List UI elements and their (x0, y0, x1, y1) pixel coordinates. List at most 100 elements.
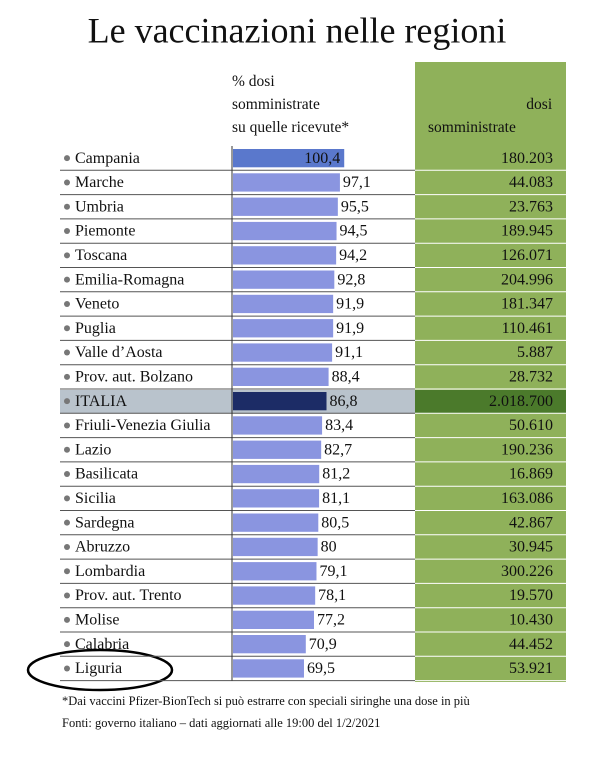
table-cell (415, 219, 566, 244)
table-cell (415, 292, 566, 317)
value-label: 77,2 (317, 612, 345, 629)
bullet (64, 641, 70, 648)
table-cell (415, 268, 566, 292)
bar (233, 294, 334, 314)
table-value: 300.226 (501, 563, 553, 580)
table-value: 181.347 (501, 296, 553, 313)
bullet (64, 398, 70, 405)
table-value: 180.203 (501, 150, 553, 167)
bar (233, 221, 337, 241)
value-title: % dosi somministrate su quelle ricevute* (232, 73, 349, 136)
bar (233, 464, 320, 484)
table-cell (415, 244, 566, 268)
bullet (64, 155, 70, 162)
table-cell (415, 511, 566, 535)
table-cell (415, 414, 566, 438)
bar (233, 659, 304, 678)
category-label: Valle d’Aosta (75, 344, 163, 361)
table-title: dosi somministrate (428, 96, 556, 136)
table-value: 126.071 (501, 247, 553, 264)
footnote: *Dai vaccini Pfizer-BionTech si può estr… (62, 694, 471, 708)
table-value: 19.570 (509, 587, 553, 604)
bar (233, 562, 317, 581)
table-cell (415, 487, 566, 511)
bar (233, 489, 320, 508)
table-value: 16.869 (509, 466, 553, 483)
bullet (64, 568, 70, 575)
bullet (64, 276, 70, 283)
table-cell (415, 365, 566, 389)
bar (233, 392, 327, 411)
bullet (64, 422, 70, 429)
bullet (64, 349, 70, 356)
category-label: Veneto (75, 296, 119, 313)
bar (233, 635, 306, 654)
value-label: 79,1 (319, 563, 347, 580)
category-label: Toscana (75, 247, 127, 264)
bar (233, 440, 322, 459)
bullet (64, 446, 70, 453)
bullet (64, 495, 70, 502)
value-label: 70,9 (309, 636, 337, 653)
value-label: 86,8 (330, 393, 358, 410)
table-value: 44.452 (509, 636, 553, 653)
category-label: Umbria (75, 198, 124, 215)
category-label: Abruzzo (75, 539, 130, 556)
bar (233, 367, 329, 386)
table-cell (415, 535, 566, 560)
bullet (64, 592, 70, 599)
bullet (64, 471, 70, 478)
table-value: 50.610 (509, 417, 553, 434)
category-label: Sicilia (75, 490, 116, 507)
table-cell (415, 171, 566, 195)
table-cell (415, 147, 566, 171)
category-label: Piemonte (75, 223, 135, 240)
table-cell (415, 633, 566, 657)
bar (233, 610, 315, 629)
footnote: Fonti: governo italiano – dati aggiornat… (62, 716, 380, 730)
bullet (64, 325, 70, 332)
value-label: 100,4 (304, 150, 340, 167)
bar (233, 513, 319, 532)
value-label: 83,4 (325, 417, 353, 434)
category-label: Lazio (75, 441, 111, 458)
table-cell (415, 657, 566, 681)
category-label: Marche (75, 174, 124, 191)
bullet (64, 373, 70, 380)
bullet (64, 665, 70, 672)
table-cell (415, 608, 566, 632)
category-label: Friuli-Venezia Giulia (75, 417, 211, 434)
value-label: 78,1 (318, 587, 346, 604)
table-value: 110.461 (502, 320, 553, 337)
category-label: ITALIA (75, 393, 127, 410)
bar (233, 586, 316, 605)
highlight-ellipse (26, 648, 174, 692)
table-cell (415, 560, 566, 584)
table-value: 42.867 (509, 514, 553, 531)
table-value: 23.763 (509, 198, 553, 215)
table-value: 2.018.700 (489, 393, 553, 410)
table-cell (415, 584, 566, 608)
bar (233, 319, 334, 338)
value-label: 81,2 (322, 466, 350, 483)
bullet (64, 203, 70, 210)
category-label: Campania (75, 150, 140, 167)
table-cell (415, 390, 566, 414)
bar (233, 537, 318, 557)
value-label: 81,1 (322, 490, 350, 507)
value-label: 82,7 (324, 441, 352, 458)
table-cell (415, 341, 566, 365)
table-value: 163.086 (501, 490, 553, 507)
category-label: Calabria (75, 636, 129, 653)
value-label: 80 (321, 539, 337, 556)
bar (233, 343, 333, 362)
table-cell (415, 438, 566, 462)
bar (233, 416, 323, 435)
table-value: 204.996 (501, 271, 553, 288)
table-value: 53.921 (509, 660, 553, 677)
bullet (64, 519, 70, 526)
bullet (64, 543, 70, 550)
bullet (64, 252, 70, 259)
bullet (64, 228, 70, 235)
category-label: Lombardia (75, 563, 145, 580)
